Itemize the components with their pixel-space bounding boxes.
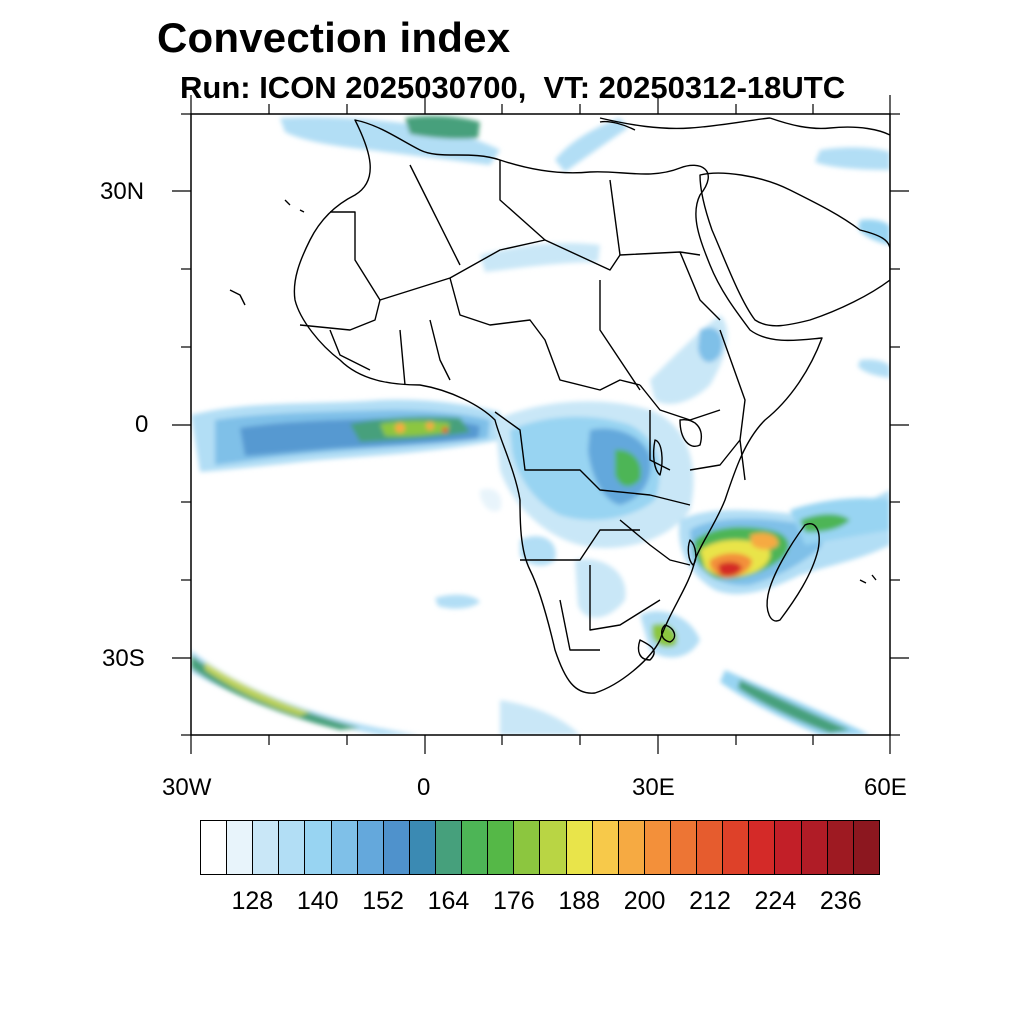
colorbar-label: 224 [754,887,797,915]
colorbar-swatch [383,821,410,874]
colorbar-label: 176 [492,887,535,915]
colorbar-swatch [305,821,332,874]
colorbar-label: 128 [231,887,274,915]
lat-label-30n: 30N [100,178,145,205]
colorbar-swatch [827,821,854,874]
lat-label-30s: 30S [102,645,145,672]
colorbar-swatch [749,821,776,874]
lat-label-0: 0 [135,411,149,438]
lat-ticks [172,113,909,736]
lon-ticks [190,95,891,754]
colorbar-swatch [644,821,671,874]
coastlines-borders [229,117,890,694]
colorbar-swatch [592,821,619,874]
colorbar-swatch [853,821,879,874]
colorbar-swatch [697,821,724,874]
colorbar-label: 188 [558,887,601,915]
lon-label-30w: 30W [162,774,212,801]
colorbar-swatch [801,821,828,874]
lon-label-60e: 60E [864,774,907,801]
colorbar-swatch [409,821,436,874]
colorbar-swatch [253,821,280,874]
colorbar-swatch [462,821,489,874]
colorbar-label: 140 [296,887,339,915]
colorbar-swatch [514,821,541,874]
colorbar-swatch [279,821,306,874]
colorbar [200,820,880,875]
colorbar-swatch [618,821,645,874]
map-title: Convection index [157,14,511,61]
colorbar-swatch [670,821,698,874]
colorbar-swatch [357,821,384,874]
colorbar-swatch [331,821,358,874]
colorbar-swatch [566,821,593,874]
colorbar-label: 200 [623,887,666,915]
colorbar-swatch [201,821,228,874]
lon-label-30e: 30E [632,774,675,801]
colorbar-swatch [540,821,567,874]
colorbar-swatch [775,821,802,874]
convection-field [191,115,890,735]
colorbar-label: 212 [689,887,731,915]
colorbar-swatch [227,821,254,874]
colorbar-label: 236 [819,887,862,915]
run-subtitle: Run: ICON 2025030700, VT: 20250312-18UTC [180,70,846,105]
colorbar-label: 164 [427,887,470,915]
colorbar-label: 152 [362,887,404,915]
colorbar-swatch [723,821,750,874]
colorbar-swatch [488,821,515,874]
colorbar-swatch [435,821,463,874]
lon-label-0: 0 [417,774,431,801]
